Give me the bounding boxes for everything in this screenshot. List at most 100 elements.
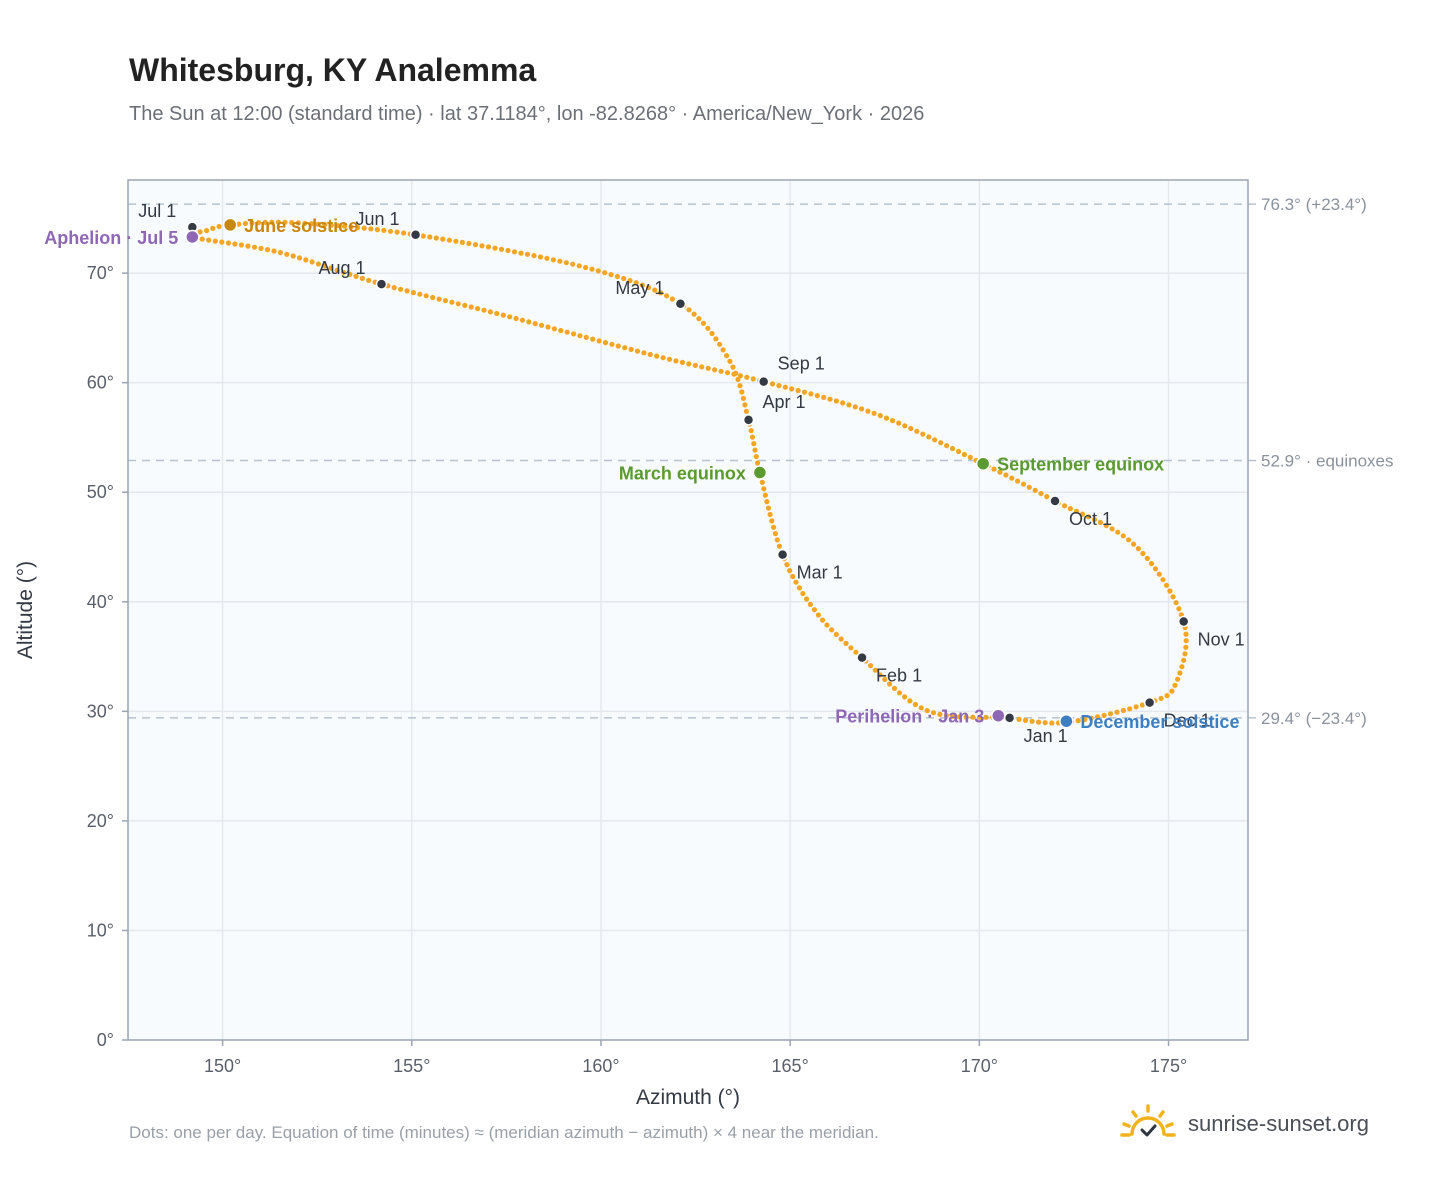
day-dot [887, 681, 893, 687]
y-tick-label: 30° [87, 701, 114, 721]
day-dot [720, 347, 726, 353]
day-dot [602, 270, 608, 276]
day-dot [513, 315, 519, 322]
month-label: Dec 1 [1164, 711, 1211, 731]
month-label: May 1 [615, 278, 664, 298]
day-dot [1181, 657, 1187, 663]
day-dot [436, 296, 442, 302]
day-dot [401, 230, 407, 236]
footnote: Dots: one per day. Equation of time (min… [129, 1123, 879, 1142]
day-dot [790, 573, 796, 580]
reference-line-label: 76.3° (+23.4°) [1261, 195, 1367, 214]
day-dot [647, 351, 653, 358]
day-dot [691, 311, 697, 317]
day-dot [423, 293, 429, 299]
day-dot [1177, 670, 1183, 676]
day-dot [634, 348, 641, 354]
special-point-label: September equinox [997, 455, 1164, 475]
day-dot [920, 431, 926, 437]
day-dot [1107, 711, 1114, 717]
day-dot [912, 701, 919, 708]
month-marker [1143, 696, 1156, 709]
special-point-marker [1059, 713, 1074, 729]
day-dot [796, 585, 803, 591]
day-dot [1160, 577, 1166, 583]
day-dot [322, 263, 328, 269]
day-dot [696, 316, 702, 322]
day-dot [937, 711, 943, 718]
day-dot [1163, 582, 1170, 588]
day-dot [1029, 718, 1035, 724]
day-dot [752, 447, 758, 453]
day-dot [769, 518, 775, 524]
day-dot [660, 355, 666, 361]
day-dot [793, 579, 799, 585]
day-dot [926, 434, 932, 440]
day-dot [740, 395, 747, 401]
chart-subtitle: The Sun at 12:00 (standard time) · lat 3… [129, 103, 925, 125]
day-dot [1085, 514, 1092, 520]
day-dot [908, 425, 914, 432]
day-dot [1120, 533, 1126, 539]
day-dot [699, 364, 705, 370]
day-dot [595, 268, 601, 274]
reference-line-label: 52.9° · equinoxes [1261, 451, 1394, 470]
month-marker [1003, 712, 1016, 724]
day-dot [821, 394, 827, 400]
brand-name[interactable]: sunrise-sunset.org [1188, 1111, 1369, 1136]
day-dot [1133, 704, 1139, 710]
day-dot [479, 243, 485, 249]
day-dot [1148, 561, 1155, 567]
day-dot [216, 223, 222, 230]
month-markers: Jan 1 Feb 1 Mar 1 Apr 1 May 1 Jun 1 Jul 1 Aug 1… [138, 201, 1244, 746]
day-dot [1140, 550, 1146, 557]
plot-frame [127, 179, 1249, 1041]
day-dot [759, 479, 765, 485]
month-marker [409, 229, 422, 241]
day-dot [455, 301, 461, 307]
special-point-label: Perihelion · Jan 3 [835, 707, 984, 727]
day-dot [256, 220, 262, 226]
day-dot [614, 273, 621, 280]
day-dot [417, 291, 423, 297]
day-dot [1038, 490, 1044, 497]
day-dot [1103, 523, 1109, 529]
day-dot [1131, 541, 1137, 547]
x-tick-label: 160° [582, 1056, 619, 1076]
day-dot [771, 524, 777, 530]
day-dot [737, 383, 743, 389]
y-tick-label: 10° [87, 920, 114, 940]
month-label: Mar 1 [797, 563, 843, 583]
day-dot [487, 309, 493, 315]
day-dot [808, 391, 814, 397]
day-dot [753, 454, 759, 460]
day-dot [1183, 638, 1189, 644]
day-dot [468, 304, 474, 310]
day-dot [622, 345, 628, 351]
month-marker [375, 278, 388, 290]
day-dot [949, 445, 956, 452]
x-tick-label: 170° [961, 1056, 998, 1076]
day-dot [1049, 720, 1055, 726]
day-dot [494, 310, 500, 317]
day-dot [583, 264, 589, 271]
day-dot [459, 239, 465, 245]
day-dot [1114, 709, 1120, 715]
day-dot [219, 239, 225, 245]
day-dot [433, 235, 439, 241]
day-dot [284, 251, 290, 257]
day-dot [1179, 664, 1185, 670]
day-dot [1097, 519, 1103, 526]
day-dot [500, 312, 506, 318]
day-dot [1144, 555, 1150, 562]
month-label: Jan 1 [1024, 726, 1068, 746]
day-dot [374, 227, 380, 233]
day-dot [391, 285, 397, 291]
special-points: June solstice Aphelion · Jul 5 March equin… [44, 216, 1239, 732]
brand[interactable]: sunrise-sunset.org [1120, 1102, 1369, 1146]
day-dot [882, 676, 888, 683]
day-dot [1172, 682, 1178, 688]
day-dot [524, 251, 531, 257]
day-dot [558, 327, 564, 334]
